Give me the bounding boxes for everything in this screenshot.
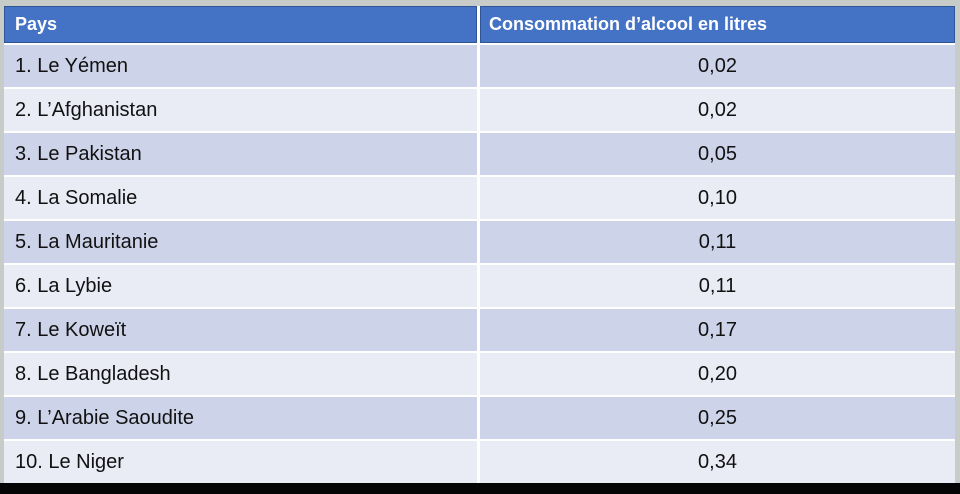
table-row: 5. La Mauritanie 0,11 bbox=[4, 219, 955, 263]
country-cell: 8. Le Bangladesh bbox=[4, 353, 480, 395]
value-cell: 0,20 bbox=[480, 353, 955, 395]
header-row: Pays Consommation d’alcool en litres bbox=[4, 6, 955, 43]
country-cell: 9. L’Arabie Saoudite bbox=[4, 397, 480, 439]
value-cell: 0,25 bbox=[480, 397, 955, 439]
country-cell: 3. Le Pakistan bbox=[4, 133, 480, 175]
country-cell: 10. Le Niger bbox=[4, 441, 480, 483]
header-cell-consommation: Consommation d’alcool en litres bbox=[480, 6, 955, 43]
table-row: 4. La Somalie 0,10 bbox=[4, 175, 955, 219]
value-cell: 0,11 bbox=[480, 221, 955, 263]
header-cell-pays: Pays bbox=[4, 6, 480, 43]
value-cell: 0,02 bbox=[480, 45, 955, 87]
country-cell: 1. Le Yémen bbox=[4, 45, 480, 87]
value-cell: 0,05 bbox=[480, 133, 955, 175]
table-row: 2. L’Afghanistan 0,02 bbox=[4, 87, 955, 131]
table-row: 6. La Lybie 0,11 bbox=[4, 263, 955, 307]
country-cell: 6. La Lybie bbox=[4, 265, 480, 307]
table-row: 8. Le Bangladesh 0,20 bbox=[4, 351, 955, 395]
value-cell: 0,02 bbox=[480, 89, 955, 131]
table-row: 9. L’Arabie Saoudite 0,25 bbox=[4, 395, 955, 439]
value-cell: 0,11 bbox=[480, 265, 955, 307]
country-cell: 5. La Mauritanie bbox=[4, 221, 480, 263]
table-row: 7. Le Koweït 0,17 bbox=[4, 307, 955, 351]
table-row: 10. Le Niger 0,34 bbox=[4, 439, 955, 483]
value-cell: 0,10 bbox=[480, 177, 955, 219]
table-row: 3. Le Pakistan 0,05 bbox=[4, 131, 955, 175]
table-row: 1. Le Yémen 0,02 bbox=[4, 43, 955, 87]
country-cell: 2. L’Afghanistan bbox=[4, 89, 480, 131]
bottom-black-bar bbox=[0, 483, 960, 494]
country-cell: 7. Le Koweït bbox=[4, 309, 480, 351]
value-cell: 0,17 bbox=[480, 309, 955, 351]
value-cell: 0,34 bbox=[480, 441, 955, 483]
alcohol-consumption-table: Pays Consommation d’alcool en litres 1. … bbox=[4, 6, 955, 483]
country-cell: 4. La Somalie bbox=[4, 177, 480, 219]
